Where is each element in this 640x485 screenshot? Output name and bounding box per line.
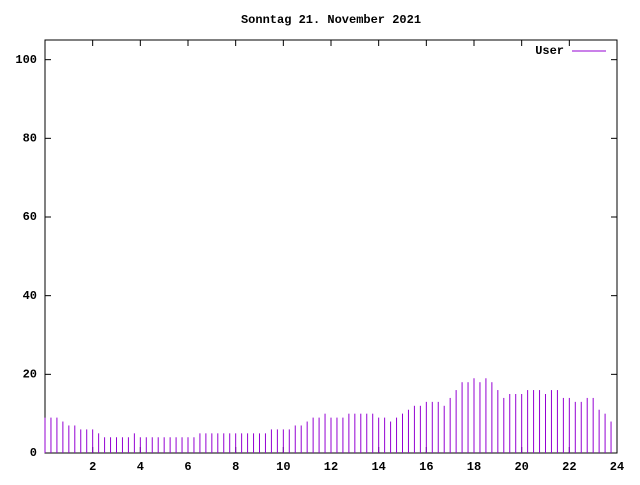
y-tick-label: 40 <box>23 289 37 303</box>
x-tick-label: 6 <box>184 460 191 474</box>
x-tick-label: 2 <box>89 460 96 474</box>
x-tick-label: 18 <box>467 460 481 474</box>
x-tick-label: 8 <box>232 460 239 474</box>
plot-frame <box>44 39 618 454</box>
x-tick-label: 10 <box>276 460 290 474</box>
y-tick-label: 0 <box>30 446 37 460</box>
y-tick-label: 20 <box>23 368 37 382</box>
x-tick-label: 4 <box>137 460 144 474</box>
chart-title: Sonntag 21. November 2021 <box>241 13 421 27</box>
x-tick-label: 22 <box>562 460 576 474</box>
y-tick-label: 100 <box>15 53 37 67</box>
y-tick-label: 80 <box>23 132 37 146</box>
legend-label: User <box>535 44 564 58</box>
x-tick-label: 16 <box>419 460 433 474</box>
x-tick-label: 20 <box>514 460 528 474</box>
y-tick-label: 60 <box>23 210 37 224</box>
x-tick-label: 24 <box>610 460 624 474</box>
x-tick-label: 14 <box>371 460 385 474</box>
x-tick-label: 12 <box>324 460 338 474</box>
